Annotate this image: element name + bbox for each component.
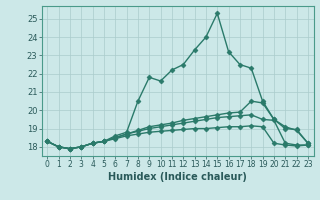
X-axis label: Humidex (Indice chaleur): Humidex (Indice chaleur) [108, 172, 247, 182]
